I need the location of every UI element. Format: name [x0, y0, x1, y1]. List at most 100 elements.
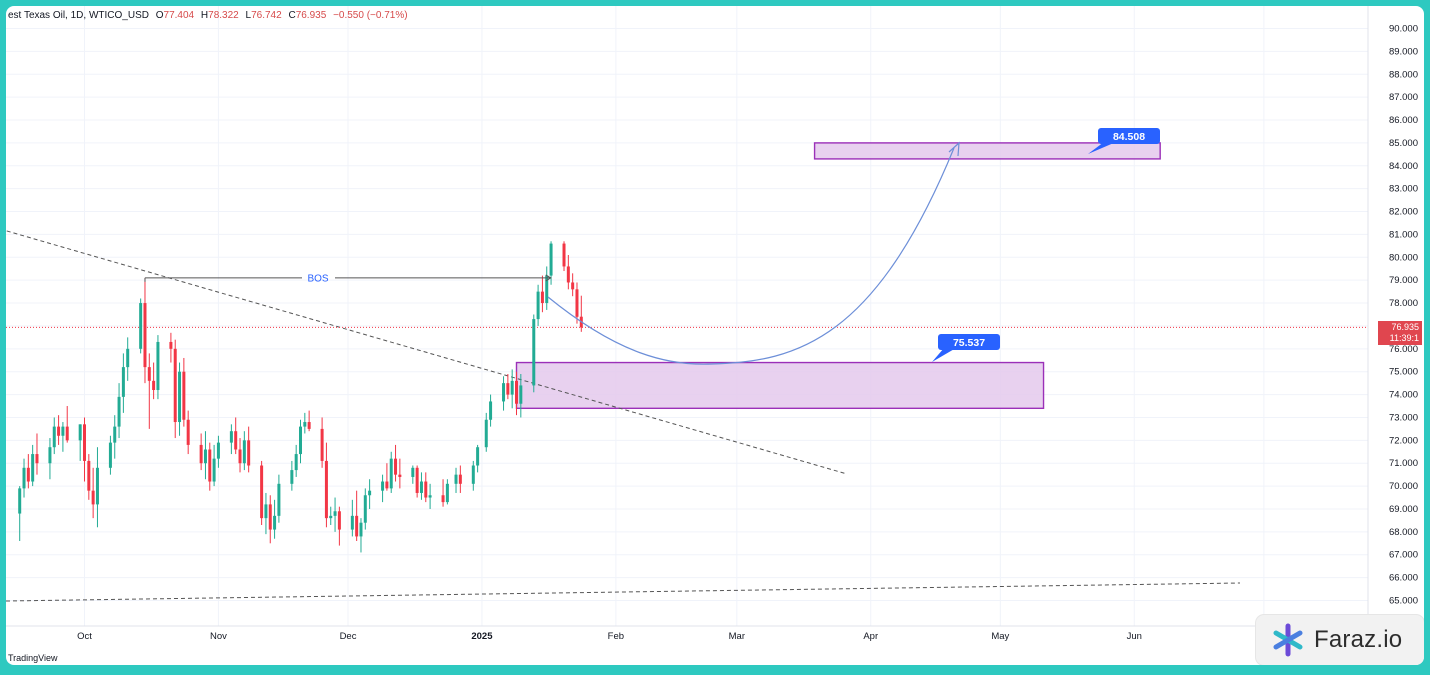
candle-body: [333, 511, 337, 516]
candle-body: [35, 454, 39, 464]
candle-body: [489, 401, 493, 420]
y-tick-label: 71.000: [1389, 458, 1418, 469]
candle: [562, 241, 566, 272]
candle-body: [238, 449, 242, 464]
candle: [398, 458, 402, 489]
candle-body: [139, 303, 143, 349]
y-tick-label: 90.000: [1389, 24, 1418, 35]
candle-body: [320, 428, 324, 461]
y-tick-label: 66.000: [1389, 573, 1418, 584]
y-tick-label: 68.000: [1389, 527, 1418, 538]
candle: [571, 273, 575, 297]
tradingview-watermark: TradingView: [8, 653, 58, 663]
high-value: 78.322: [208, 10, 239, 21]
candle: [428, 483, 432, 509]
candle-body: [234, 431, 238, 450]
y-tick-label: 72.000: [1389, 435, 1418, 446]
close-value: 76.935: [295, 10, 327, 21]
candle: [212, 444, 216, 487]
candle: [303, 412, 307, 434]
x-tick-label: Dec: [340, 631, 357, 642]
candle-body: [199, 444, 203, 464]
brand-badge: Faraz.io: [1256, 615, 1424, 665]
candle: [169, 332, 173, 363]
candle: [502, 376, 506, 411]
brand-name: Faraz.io: [1314, 626, 1403, 653]
projection-arrowhead: [948, 141, 960, 157]
candle-body: [385, 481, 389, 489]
y-tick-label: 69.000: [1389, 504, 1418, 515]
candle: [424, 472, 428, 503]
candle-body: [536, 291, 540, 320]
candle: [277, 474, 281, 523]
price-chart[interactable]: 90.000 89.000 88.000 87.000 86.000 85.000 84.0…: [6, 6, 1424, 665]
candle-body: [173, 348, 177, 423]
candle-body: [502, 383, 506, 402]
candle-body: [519, 385, 523, 404]
candle: [575, 282, 579, 324]
candle-body: [216, 442, 220, 459]
candle-body: [264, 504, 268, 519]
candle-body: [229, 431, 233, 443]
candle-body: [575, 289, 579, 317]
candle: [35, 433, 39, 475]
candle-body: [83, 424, 86, 461]
candle: [238, 438, 242, 473]
y-tick-label: 83.000: [1389, 184, 1418, 195]
candle-body: [273, 515, 277, 530]
x-tick-label: Jun: [1127, 631, 1142, 642]
candle-body: [143, 303, 147, 368]
candle: [333, 497, 337, 532]
candle-body: [415, 467, 419, 493]
high-label: H: [200, 10, 209, 21]
candle: [121, 353, 125, 413]
x-tick-label: Nov: [210, 631, 227, 642]
candle-body: [26, 467, 30, 482]
candle: [441, 479, 445, 507]
candle: [299, 419, 302, 464]
candle: [458, 465, 462, 493]
candle: [510, 369, 514, 409]
candle-body: [329, 515, 333, 519]
candle: [117, 383, 121, 439]
candle: [519, 373, 523, 418]
supply-price-label-box: [1098, 128, 1160, 144]
candle-body: [178, 371, 182, 423]
y-tick-label: 85.000: [1389, 138, 1418, 149]
candle-body: [363, 495, 367, 523]
y-tick-label: 81.000: [1389, 229, 1418, 240]
candle: [515, 371, 518, 416]
candle: [545, 266, 549, 310]
candle: [203, 431, 207, 480]
candle: [61, 422, 65, 452]
candle: [152, 362, 156, 400]
candle-body: [381, 481, 385, 491]
candle-body: [428, 495, 432, 498]
candle: [471, 460, 475, 491]
candle: [363, 488, 367, 530]
y-tick-label: 80.000: [1389, 252, 1418, 263]
candle-body: [532, 319, 536, 386]
candle-body: [359, 522, 363, 537]
candle-body: [515, 380, 518, 404]
y-tick-label: 86.000: [1389, 115, 1418, 126]
candle-body: [476, 447, 480, 466]
candle-body: [389, 458, 393, 489]
candle: [320, 417, 324, 468]
candle: [506, 373, 510, 400]
candle-body: [169, 341, 173, 349]
candle: [324, 442, 328, 528]
candle: [476, 444, 480, 473]
demand-price-label: 75.537: [932, 334, 1000, 362]
asterisk-logo-icon: [1273, 623, 1303, 657]
candle: [411, 465, 415, 484]
candle: [294, 444, 298, 477]
ascending-trendline: [6, 582, 1241, 602]
candle-body: [121, 367, 125, 397]
candle-body: [290, 470, 294, 484]
bos-label: BOS: [307, 273, 328, 284]
candle: [186, 410, 190, 455]
candle: [381, 474, 385, 503]
y-tick-label: 76.000: [1389, 344, 1418, 355]
candle: [91, 467, 95, 519]
